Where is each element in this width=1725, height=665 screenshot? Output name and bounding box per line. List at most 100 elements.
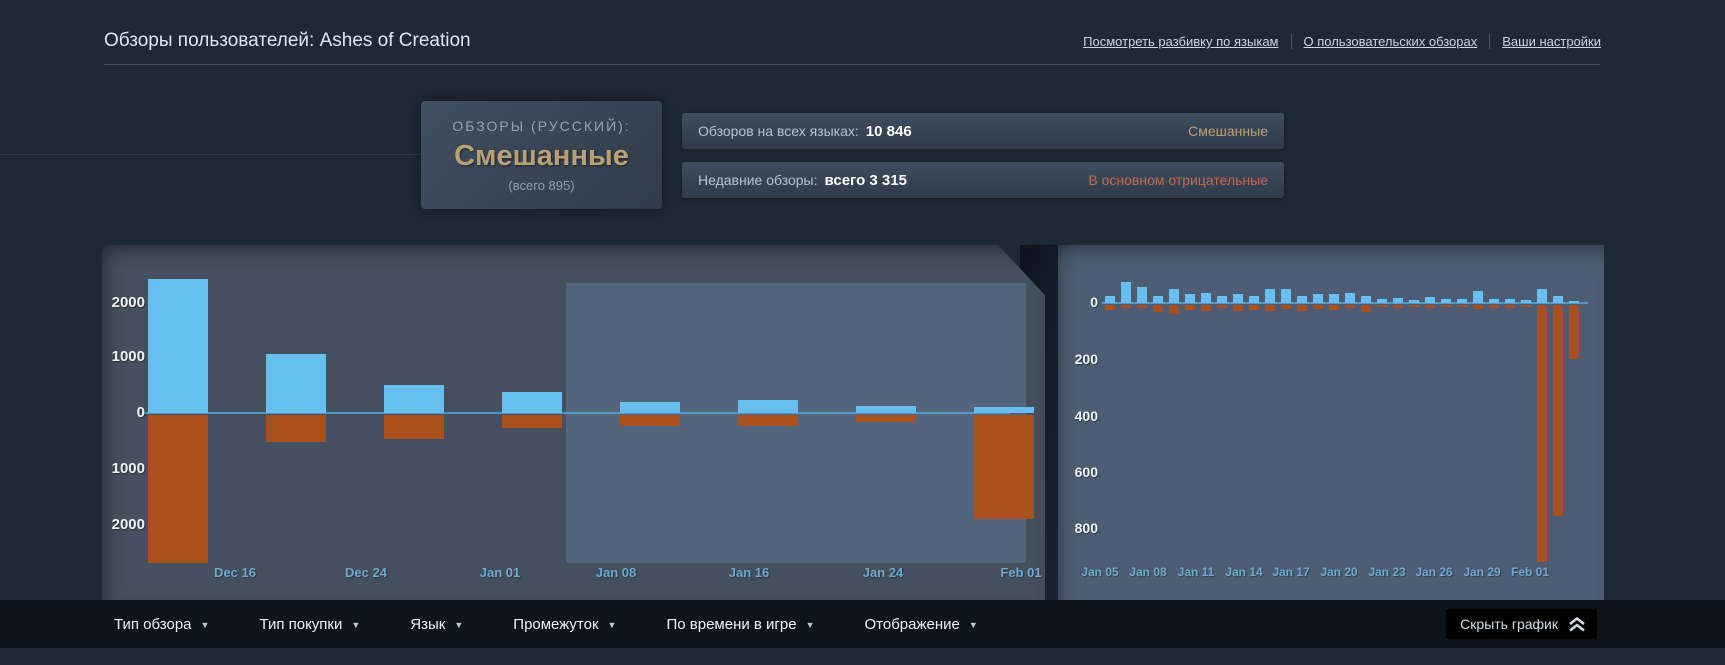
bar-positive [1137,287,1147,303]
bar-positive [1441,299,1451,303]
bar-negative [1521,305,1531,307]
left-divider [0,154,424,155]
bar-negative [1457,305,1467,307]
bar-positive [974,407,1034,413]
bar-positive [1361,296,1371,303]
filter-label: По времени в игре [666,615,797,633]
bar-negative [738,415,798,426]
bar-positive [1201,293,1211,303]
stat-row-all-languages: Обзоров на всех языках: 10 846 Смешанные [682,113,1284,149]
recent-reviews-chart[interactable]: 0 200 400 600 800 Jan 05 Jan 08 Jan 11 Jan 14 Jan… [1058,245,1604,600]
stat-label: Обзоров на всех языках: [698,123,859,139]
bar-negative [1201,305,1211,311]
bar-negative [974,415,1034,519]
bar-positive [1393,298,1403,303]
bar-negative [1185,305,1195,310]
y-axis-tick-label: 2000 [111,294,145,311]
filter-label: Тип обзора [114,615,192,633]
chevron-down-icon: ▼ [607,620,617,630]
page-title: Обзоры пользователей: Ashes of Creation [104,30,471,51]
bar-negative [1281,305,1291,309]
bar-positive [1425,297,1435,303]
zero-axis-line [142,412,1010,414]
bar-positive [1377,299,1387,303]
hide-graph-button[interactable]: Скрыть график [1446,609,1597,639]
x-axis-tick-label: Jan 01 [479,565,521,580]
bar-positive [738,400,798,413]
bar-positive [1409,300,1419,303]
filter-dropdowns: Тип обзора ▼ Тип покупки ▼ Язык ▼ Промежуток ▼ П… [114,616,978,633]
filter-dropdown-3[interactable]: Язык ▼ [410,616,463,633]
stat-value: 10 846 [865,122,912,140]
y-axis-tick-label: 600 [1074,464,1098,480]
bar-negative [1425,305,1435,308]
stat-verdict: Смешанные [1188,123,1268,139]
bar-positive [1505,299,1515,303]
bar-positive [1233,294,1243,303]
bar-positive [1329,294,1339,303]
stat-row-recent-reviews: Недавние обзоры: всего 3 315 В основном … [682,162,1284,198]
summary-verdict: Смешанные [454,140,629,172]
filter-dropdown-2[interactable]: Тип покупки ▼ [259,616,360,633]
bar-negative [1345,305,1355,308]
y-axis-tick-label: 200 [1074,351,1098,367]
chevron-down-icon: ▼ [968,620,978,630]
link-language-breakdown[interactable]: Посмотреть разбивку по языкам [1083,34,1279,49]
bar-positive [1553,296,1563,303]
stat-verdict: В основном отрицательные [1088,172,1268,188]
bar-negative [1377,305,1387,307]
bar-positive [1153,296,1163,303]
bar-negative [856,415,916,422]
bar-negative [1169,305,1179,314]
filter-dropdown-6[interactable]: Отображение ▼ [865,616,978,633]
chevron-down-icon: ▼ [454,620,464,630]
x-axis-tick-label: Jan 14 [1225,565,1263,579]
x-axis-tick-label: Jan 29 [1463,565,1501,579]
link-your-preferences[interactable]: Ваши настройки [1489,34,1601,49]
zero-axis-line [1102,302,1588,304]
filter-dropdown-4[interactable]: Промежуток ▼ [513,616,616,633]
bar-negative [1361,305,1371,312]
x-axis-tick-label: Feb 01 [1000,565,1042,580]
y-axis-tick-label: 1000 [111,460,145,477]
x-axis-tick-label: Dec 16 [214,565,256,580]
filter-dropdown-5[interactable]: По времени в игре ▼ [666,616,814,633]
bar-negative [384,415,444,439]
bar-positive [1185,294,1195,303]
bar-positive [1473,291,1483,303]
x-axis-tick-label: Jan 08 [1129,565,1167,579]
bar-negative [1137,305,1147,308]
bar-negative [1489,305,1499,308]
y-axis-tick-label: 1000 [111,348,145,365]
link-about-user-reviews[interactable]: О пользовательских обзорах [1290,34,1490,49]
y-axis-tick-label: 0 [136,404,145,421]
filter-dropdown-1[interactable]: Тип обзора ▼ [114,616,209,633]
bar-positive [1121,282,1131,303]
bar-positive [1345,293,1355,303]
x-axis-tick-label: Jan 26 [1415,565,1453,579]
bar-positive [148,279,208,413]
bar-negative [1297,305,1307,311]
bar-positive [1521,300,1531,303]
stat-value: всего 3 315 [824,171,907,189]
overall-reviews-chart[interactable]: 2000 1000 0 1000 2000 Dec 16 Dec 24 Jan 01 Jan 0… [102,245,1045,600]
summary-heading: ОБЗОРЫ (РУССКИЙ): [452,118,631,134]
y-axis-tick-label: 2000 [111,516,145,533]
bar-negative [1409,305,1419,307]
x-axis-tick-label: Jan 11 [1177,565,1215,579]
bar-negative [148,415,208,563]
x-axis-tick-label: Jan 17 [1272,565,1310,579]
bar-negative [502,415,562,428]
x-axis-tick-label: Dec 24 [345,565,387,580]
bar-positive [1217,296,1227,303]
bar-negative [1473,305,1483,309]
bar-negative [1569,305,1579,359]
bar-negative [1537,305,1547,562]
bar-negative [1105,305,1115,310]
bar-positive [1313,294,1323,303]
bar-negative [620,415,680,426]
chevron-down-icon: ▼ [200,620,210,630]
filter-label: Отображение [864,615,960,633]
bar-positive [1169,289,1179,303]
